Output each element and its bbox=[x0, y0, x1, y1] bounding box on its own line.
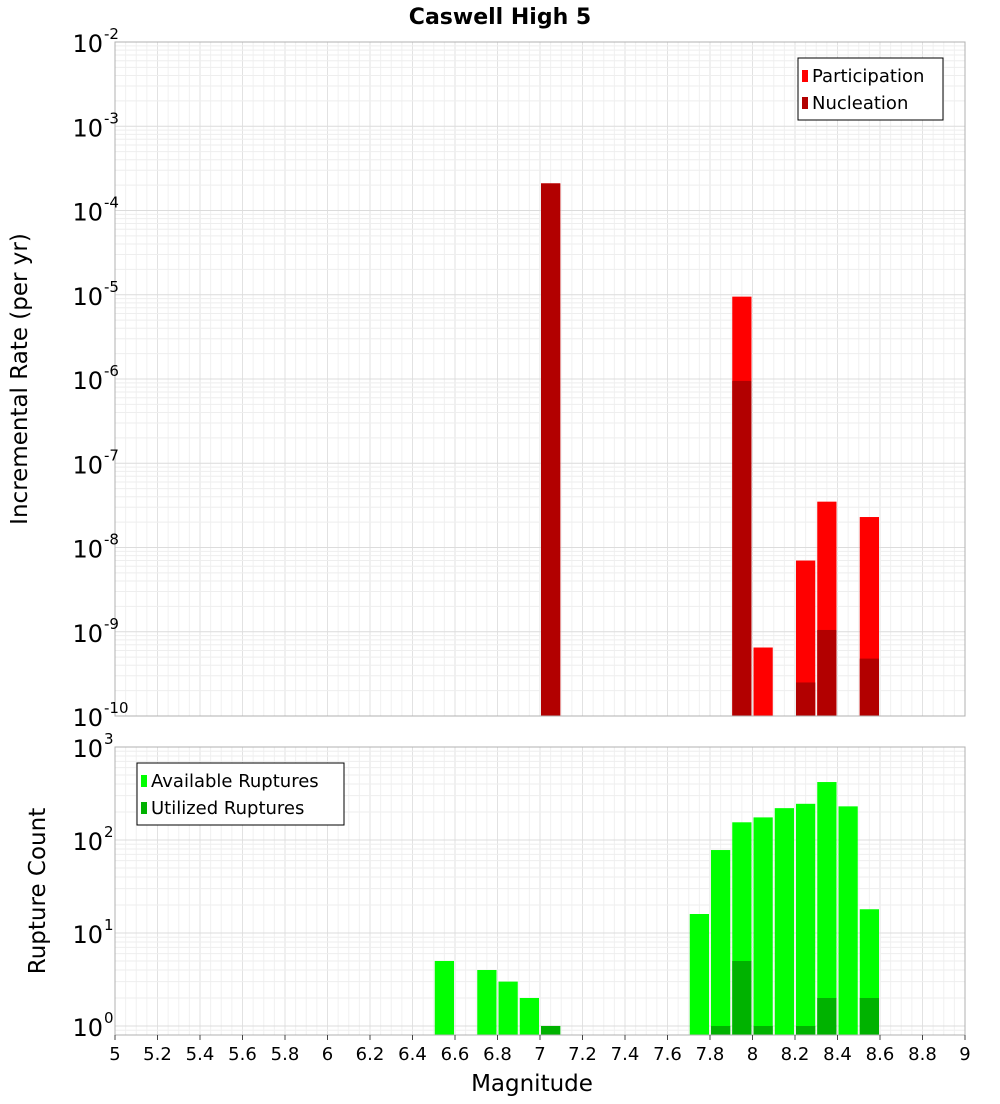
legend: Available Ruptures Utilized Ruptures bbox=[136, 762, 345, 826]
x-tick-label: 6.8 bbox=[483, 1044, 512, 1065]
y-tick-label: 10 bbox=[72, 921, 103, 949]
y-tick-label: 10 bbox=[72, 283, 103, 311]
legend-swatch bbox=[141, 802, 147, 814]
chart-title: Caswell High 5 bbox=[409, 5, 591, 30]
x-axis-label: Magnitude bbox=[471, 1071, 593, 1097]
y-tick-label: 10 bbox=[72, 620, 103, 648]
utilized-bar bbox=[732, 960, 752, 1035]
available-bar bbox=[753, 817, 773, 1035]
legend-entry: Utilized Ruptures bbox=[151, 798, 304, 819]
y-tick-exponent: 1 bbox=[104, 916, 114, 934]
legend-frame bbox=[797, 57, 944, 121]
available-bar bbox=[477, 969, 497, 1035]
available-bar bbox=[774, 808, 794, 1035]
x-tick-label: 8.4 bbox=[823, 1044, 852, 1065]
y-tick-label: 10 bbox=[72, 114, 103, 142]
y-tick-label: 10 bbox=[72, 828, 103, 856]
legend-entry: Nucleation bbox=[812, 93, 908, 114]
x-tick-label: 8.6 bbox=[866, 1044, 895, 1065]
x-tick-label: 8.8 bbox=[908, 1044, 937, 1065]
legend-frame bbox=[136, 762, 345, 826]
y-tick-label: 10 bbox=[72, 199, 103, 227]
y-tick-exponent: -7 bbox=[104, 446, 119, 464]
utilized-bar bbox=[817, 997, 837, 1035]
participation-bar bbox=[796, 560, 816, 716]
available-bar bbox=[689, 914, 709, 1035]
x-tick-label: 6.4 bbox=[398, 1044, 427, 1065]
participation-bar bbox=[753, 647, 773, 716]
panel-1: 10-210-310-410-510-610-710-810-910 -10Inc… bbox=[7, 25, 966, 732]
y-tick-exponent: -6 bbox=[104, 362, 119, 380]
available-bar bbox=[434, 960, 454, 1035]
legend: Participation Nucleation bbox=[797, 57, 944, 121]
y-tick-exponent: -4 bbox=[104, 194, 119, 212]
legend-entry: Participation bbox=[812, 66, 924, 87]
y-tick-exponent: -10 bbox=[104, 699, 129, 717]
x-tick-label: 6.6 bbox=[441, 1044, 470, 1065]
available-bar bbox=[796, 803, 816, 1035]
available-bar bbox=[498, 981, 518, 1035]
x-tick-label: 7.8 bbox=[696, 1044, 725, 1065]
y-tick-exponent: -8 bbox=[104, 531, 119, 549]
nucleation-bar bbox=[796, 682, 816, 716]
y-tick-exponent: -9 bbox=[104, 615, 119, 633]
plot-frame bbox=[114, 41, 966, 717]
x-tick-label: 6 bbox=[322, 1044, 333, 1065]
x-tick-label: 9 bbox=[959, 1044, 970, 1065]
y-tick-exponent: -3 bbox=[104, 109, 119, 127]
x-tick-label: 5.6 bbox=[228, 1044, 257, 1065]
utilized-bar bbox=[859, 997, 879, 1035]
available-bar bbox=[817, 782, 837, 1035]
y-tick-label: 10 bbox=[72, 536, 103, 564]
nucleation-bar bbox=[817, 629, 837, 716]
nucleation-bar bbox=[541, 183, 561, 716]
y-tick-exponent: -2 bbox=[104, 25, 119, 43]
y-axis-label: Rupture Count bbox=[25, 808, 51, 974]
x-tick-label: 5 bbox=[109, 1044, 120, 1065]
utilized-bar bbox=[541, 1025, 561, 1035]
x-tick-label: 7.6 bbox=[653, 1044, 682, 1065]
y-tick-label: 10 bbox=[72, 367, 103, 395]
available-bar bbox=[711, 850, 731, 1035]
y-tick-exponent: 0 bbox=[104, 1009, 114, 1027]
y-tick-label: 10 bbox=[72, 30, 103, 58]
y-tick-label: 10 bbox=[72, 451, 103, 479]
x-tick-label: 5.2 bbox=[143, 1044, 172, 1065]
y-tick-exponent: 3 bbox=[104, 730, 114, 748]
x-tick-label: 6.2 bbox=[356, 1044, 385, 1065]
utilized-bar bbox=[711, 1025, 731, 1035]
available-bar bbox=[519, 997, 539, 1035]
y-tick-label: 10 bbox=[72, 735, 103, 763]
y-axis-label: Incremental Rate (per yr) bbox=[7, 233, 33, 525]
x-tick-label: 7 bbox=[534, 1044, 545, 1065]
nucleation-bar bbox=[732, 380, 752, 716]
y-tick-exponent: 2 bbox=[104, 823, 114, 841]
x-tick-label: 8 bbox=[747, 1044, 758, 1065]
utilized-bar bbox=[753, 1025, 773, 1035]
available-bar bbox=[838, 806, 858, 1035]
legend-entry: Available Ruptures bbox=[151, 771, 319, 792]
utilized-bar bbox=[796, 1025, 816, 1035]
y-tick-label: 10 bbox=[72, 704, 103, 732]
x-tick-label: 7.4 bbox=[611, 1044, 640, 1065]
legend-swatch bbox=[141, 775, 147, 787]
x-tick-label: 8.2 bbox=[781, 1044, 810, 1065]
x-tick-label: 7.2 bbox=[568, 1044, 597, 1065]
legend-swatch bbox=[802, 70, 808, 82]
nucleation-bar bbox=[859, 658, 879, 716]
x-tick-label: 5.8 bbox=[271, 1044, 300, 1065]
x-tick-label: 5.4 bbox=[186, 1044, 215, 1065]
y-tick-label: 10 bbox=[72, 1014, 103, 1042]
y-tick-exponent: -5 bbox=[104, 278, 119, 296]
legend-swatch bbox=[802, 97, 808, 109]
